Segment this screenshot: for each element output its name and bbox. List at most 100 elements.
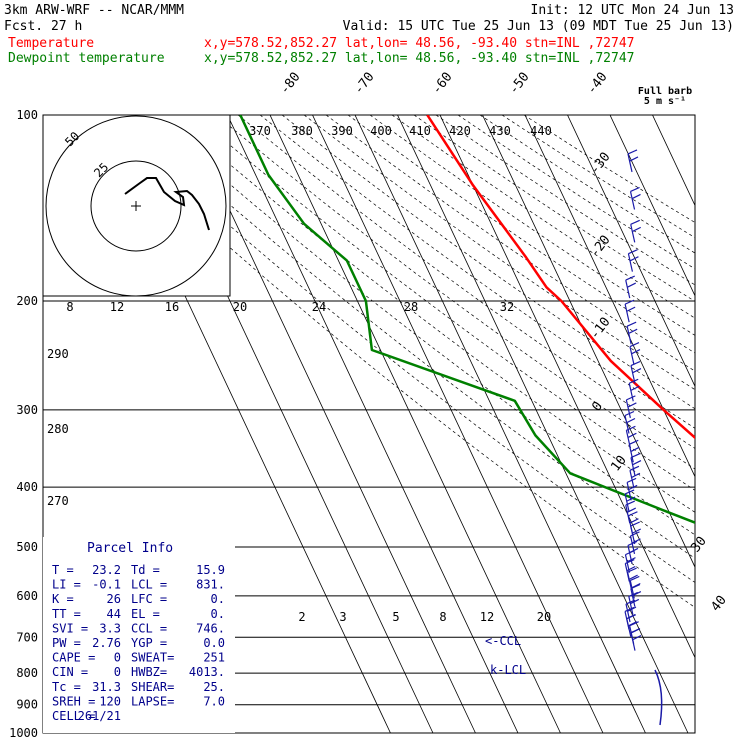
parcel-info-cell: 831. (196, 578, 225, 592)
isotherm-line (524, 115, 695, 478)
parcel-info-cell: 7.0 (203, 694, 225, 708)
parcel-info-cell: 0. (211, 607, 225, 621)
parcel-info-cell: 261/21 (78, 709, 121, 723)
dewpoint-profile (239, 115, 695, 524)
parcel-info-cell: LAPSE= (131, 694, 174, 708)
isotherm-line (439, 115, 695, 659)
parcel-info-cell: CELL = (52, 709, 95, 723)
wind-barb (626, 321, 637, 327)
wind-barb (630, 457, 636, 476)
isotherm-label: 0 (589, 399, 606, 414)
wind-barb (626, 306, 636, 312)
parcel-info-cell: HWBZ= (131, 665, 167, 679)
parcel-info-cell: LFC = (131, 592, 167, 606)
pressure-tick-label: 600 (16, 589, 38, 603)
pressure-tick-label: 200 (16, 294, 38, 308)
hodograph-axis-label: 20 (233, 300, 247, 314)
wind-barb (632, 460, 642, 466)
legend-temperature: Temperature (8, 36, 94, 51)
dry-adiabat-line (193, 115, 695, 491)
wind-barb (625, 500, 635, 506)
isotherm-label: 10 (608, 453, 629, 475)
wind-barb (628, 383, 634, 402)
parcel-info-cell: TT = (52, 607, 81, 621)
pressure-tick-label: 400 (16, 480, 38, 494)
wind-barb (628, 591, 639, 597)
theta-label: 290 (47, 347, 69, 361)
parcel-info-cell: LI = (52, 578, 81, 592)
wind-barb (626, 482, 632, 501)
wind-barb (628, 378, 639, 384)
wind-barb (628, 596, 634, 615)
plot-frame (42, 114, 696, 734)
hodograph-axis-label: 28 (404, 300, 418, 314)
dry-adiabat-line (435, 115, 695, 286)
theta-label: 400 (370, 124, 392, 138)
isotherm-line (482, 115, 695, 569)
wind-barb (632, 635, 642, 641)
wind-barb (630, 361, 641, 367)
wind-barb (628, 432, 637, 438)
lcl-marker: k-LCL (490, 663, 526, 677)
dry-adiabat-line (171, 115, 695, 513)
hodograph-trace (124, 177, 210, 231)
dry-adiabat-line (369, 115, 695, 336)
mixing-ratio-label: 2 (298, 610, 305, 624)
wind-barb (627, 253, 634, 272)
parcel-info-cell: 0.0 (203, 636, 225, 650)
wind-barb (628, 249, 638, 255)
isotherm-label: 30 (688, 534, 709, 556)
isotherm-label: -60 (429, 70, 455, 98)
wind-barb (632, 368, 642, 374)
wind-barb (624, 606, 635, 613)
theta-label: 380 (291, 124, 313, 138)
isotherm-line (694, 115, 695, 116)
legend-dewpoint: Dewpoint temperature (8, 51, 165, 66)
theta-label: 440 (530, 124, 552, 138)
wind-barb (629, 346, 635, 365)
wind-barb (630, 453, 641, 459)
dry-adiabat-line (303, 115, 695, 391)
mixing-ratio-label: 8 (439, 610, 446, 624)
wind-barb (632, 591, 642, 597)
hodograph-ring (90, 160, 182, 252)
parcel-info-cell: 3.3 (99, 621, 121, 635)
wind-barb (630, 256, 639, 262)
wind-barb (626, 618, 632, 637)
temperature-profile (426, 115, 695, 440)
parcel-info-panel (43, 537, 235, 733)
parcel-info-cell: K = (52, 592, 74, 606)
wind-barb (630, 575, 640, 582)
isotherm-line (354, 115, 646, 734)
isotherm-line (609, 115, 695, 297)
isotherm-line (269, 115, 561, 734)
parcel-info-cell: LCL = (131, 578, 167, 592)
parcel-info-cell: -0.1 (92, 578, 121, 592)
wind-barb (626, 496, 636, 502)
parcel-info-cell: 4013. (189, 665, 225, 679)
parcel-info-cell: CAPE = (52, 651, 95, 665)
model-title: 3km ARW-WRF -- NCAR/MMM (4, 3, 184, 18)
wind-barb (630, 385, 640, 391)
wind-barb (630, 518, 639, 524)
wind-barb (627, 606, 637, 612)
parcel-info-cell: 2.76 (92, 636, 121, 650)
wind-barb (629, 342, 640, 348)
hodograph-axis-label: 16 (165, 300, 179, 314)
parcel-info-cell: 15.9 (196, 563, 225, 577)
isotherm-label: -30 (587, 150, 613, 178)
hodograph-ring (45, 115, 227, 297)
wind-barb (624, 410, 635, 417)
dry-adiabat-line (83, 115, 695, 608)
mixing-ratio-label: 12 (480, 610, 494, 624)
mixing-ratio-label: 3 (339, 610, 346, 624)
wind-barb (630, 521, 640, 527)
hodograph-axis-label: 32 (500, 300, 514, 314)
theta-label: 420 (449, 124, 471, 138)
isotherm-label: 40 (708, 593, 729, 615)
hodograph-axis-label: 8 (66, 300, 73, 314)
isotherm-label: -80 (277, 70, 303, 98)
forecast-hour: Fcst. 27 h (4, 19, 82, 34)
wind-barb (626, 614, 637, 620)
